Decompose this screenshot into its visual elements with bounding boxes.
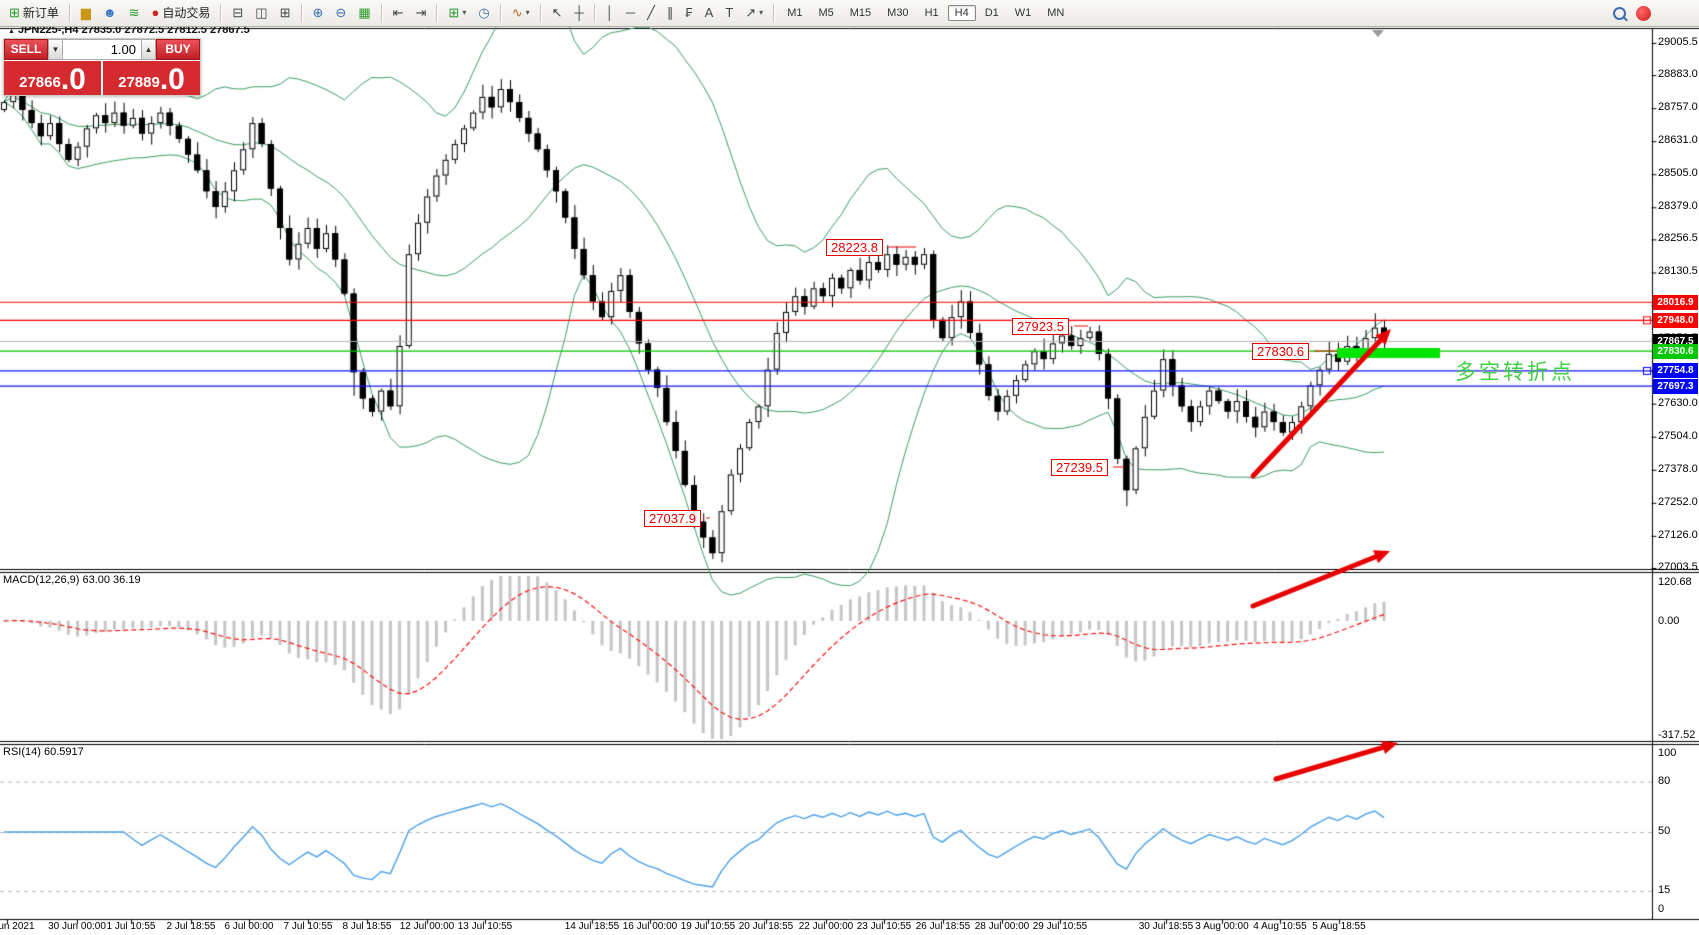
volume-increase-button[interactable]: ▲ [141, 39, 156, 60]
new-chart-button[interactable]: ⊞ ▾ [448, 5, 467, 20]
market-watch-icon[interactable]: ⊟ [232, 5, 244, 20]
toolbar-separator [68, 4, 71, 22]
zoom-out-icon[interactable]: ⊖ [335, 5, 347, 20]
autotrading-button[interactable]: ● 自动交易 [151, 5, 211, 20]
timeframe-h1[interactable]: H1 [924, 7, 939, 19]
text-tool-icon[interactable]: A [704, 5, 714, 20]
timeframe-h4[interactable]: H4 [947, 5, 976, 21]
turning-point-annotation[interactable]: 多空转折点 [1455, 361, 1575, 384]
price-callout[interactable]: 28223.8 [826, 239, 883, 256]
period-icon[interactable]: ◷ [478, 5, 490, 20]
volume-decrease-button[interactable]: ▼ [48, 39, 63, 60]
symbol-marker-icon: ▲ [8, 28, 15, 35]
chart-type-icon[interactable]: ∿ ▾ [511, 5, 530, 20]
gold-symbol-icon[interactable]: ▆ [80, 5, 91, 20]
trade-panel-prices: 27866.0 27889.0 [4, 61, 200, 95]
navigator-icon[interactable]: ⊞ [279, 5, 291, 20]
volume-input[interactable] [63, 39, 141, 60]
toolbar-separator [499, 4, 502, 22]
timeframe-m5[interactable]: M5 [818, 7, 834, 19]
toolbar-separator [380, 4, 383, 22]
vertical-line-icon[interactable]: │ [605, 5, 614, 20]
symbol-ohlc-label: ▲ JPN225-,H4 27835.0 27872.5 27812.5 2786… [8, 24, 250, 36]
notifications-icon[interactable] [1636, 5, 1651, 21]
buy-button[interactable]: BUY [156, 39, 200, 60]
signals-icon[interactable]: ≋ [128, 5, 140, 20]
timeframe-m1[interactable]: M1 [787, 7, 803, 19]
one-click-trade-panel: SELL ▼ ▲ BUY 27866.0 27889.0 [3, 38, 201, 96]
chart-shift-icon[interactable]: ⇤ [392, 5, 404, 20]
timeframe-toolbar: M1 M5 M15 M30 H1 H4 D1 W1 MN [780, 5, 1071, 21]
timeframe-mn[interactable]: MN [1047, 7, 1065, 19]
toolbar-separator [300, 4, 303, 22]
toolbar-separator [773, 4, 776, 22]
price-callout[interactable]: 27830.6 [1252, 343, 1309, 360]
text-label-icon[interactable]: T [725, 5, 734, 20]
zoom-in-icon[interactable]: ⊕ [312, 5, 324, 20]
toolbar-separator [593, 4, 596, 22]
toolbar-separator [436, 4, 439, 22]
cursor-icon[interactable]: ↖ [551, 5, 563, 20]
price-callout[interactable]: 27239.5 [1051, 459, 1108, 476]
search-icon[interactable] [1613, 6, 1626, 20]
timeframe-m15[interactable]: M15 [849, 7, 872, 19]
trade-panel-controls: SELL ▼ ▲ BUY [4, 39, 200, 60]
crosshair-icon[interactable]: ┼ [574, 5, 584, 20]
auto-scroll-icon[interactable]: ⇥ [415, 5, 427, 20]
data-window-icon[interactable]: ◫ [255, 5, 268, 20]
new-order-button[interactable]: ⊞ 新订单 [9, 5, 59, 20]
fibonacci-icon[interactable]: ₣ [685, 5, 693, 20]
arrows-tool-icon[interactable]: ↗ ▾ [745, 5, 764, 20]
sell-price[interactable]: 27866.0 [4, 61, 101, 95]
price-callout[interactable]: 27923.5 [1012, 318, 1069, 335]
buy-price[interactable]: 27889.0 [103, 61, 200, 95]
community-icon[interactable]: ☻ [102, 5, 117, 20]
toolbar-separator [539, 4, 542, 22]
timeframe-d1[interactable]: D1 [984, 7, 999, 19]
tile-windows-icon[interactable]: ▦ [358, 5, 371, 20]
toolbar-separator [220, 4, 223, 22]
timeframe-m30[interactable]: M30 [887, 7, 909, 19]
equidistant-channel-icon[interactable]: ∥ [666, 5, 674, 20]
price-callout[interactable]: 27037.9 [644, 510, 701, 527]
main-toolbar: ⊞ 新订单 ▆ ☻ ≋ ● 自动交易 ⊟ ◫ ⊞ ⊕ ⊖ ▦ ⇤ ⇥ ⊞ ▾ ◷ … [0, 0, 1699, 27]
new-order-icon: ⊞ [9, 5, 20, 20]
autotrading-icon: ● [151, 5, 160, 20]
trendline-icon[interactable]: ╱ [647, 5, 655, 20]
timeframe-w1[interactable]: W1 [1014, 7, 1032, 19]
toolbar-right-group [1613, 5, 1651, 21]
sell-button[interactable]: SELL [4, 39, 48, 60]
horizontal-line-icon[interactable]: ─ [625, 5, 636, 20]
